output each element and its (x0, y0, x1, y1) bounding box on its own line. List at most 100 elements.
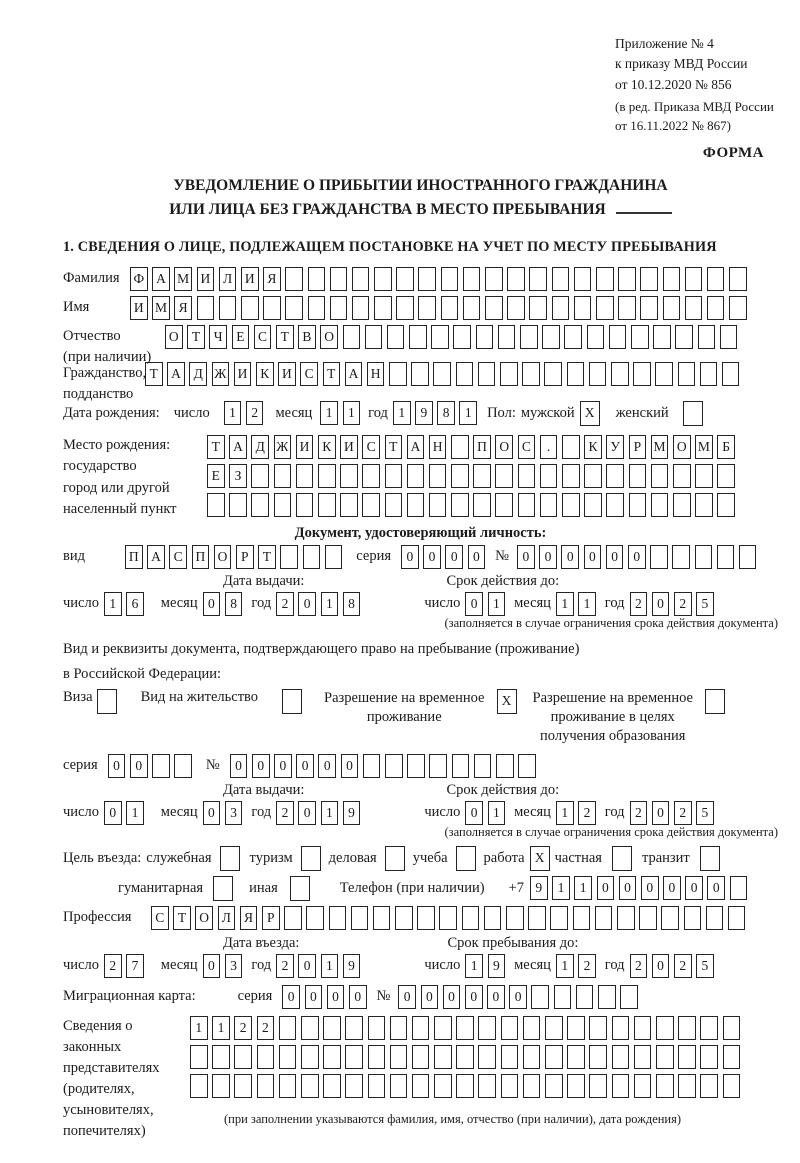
birth-place-label: населенный пункт (63, 501, 177, 518)
representatives-labels: Сведения о законных представителях (роди… (63, 1016, 190, 1142)
option-line: проживание в целях (550, 708, 675, 725)
representatives-label: попечителях) (63, 1122, 146, 1139)
visa-checkbox[interactable] (96, 688, 117, 714)
annex-line: к приказу МВД России (615, 56, 748, 72)
migration-number-label: № (376, 988, 391, 1005)
annex-line: Приложение № 4 (615, 36, 714, 51)
entry-date-title: Дата въезда: (223, 934, 300, 951)
section1-heading: 1. СВЕДЕНИЯ О ЛИЦЕ, ПОДЛЕЖАЩЕМ ПОСТАНОВК… (63, 238, 717, 255)
birth-place-label: город или другой (63, 479, 170, 496)
purpose-business-checkbox[interactable] (384, 845, 405, 871)
month-label: месяц (514, 957, 551, 974)
migration-series-label: серия (237, 988, 273, 1005)
residence-intro-line1: Вид и реквизиты документа, подтверждающе… (63, 640, 580, 657)
temp-residence-education-label: Разрешение на временное проживание в цел… (533, 689, 693, 746)
year-label: год (604, 804, 625, 821)
amendment-line: (в ред. Приказа МВД России (615, 98, 774, 114)
representatives-label: (родителях, (63, 1080, 135, 1097)
patronymic-label: Отчество (при наличии) (63, 328, 165, 365)
purpose-study-checkbox[interactable] (455, 845, 476, 871)
identity-doc-heading: Документ, удостоверяющий личность: (294, 524, 547, 541)
birth-place-label: Место рождения: (63, 436, 171, 453)
temp-residence-checkbox[interactable]: X (496, 688, 517, 714)
sex-male-checkbox[interactable]: X (579, 400, 600, 426)
purpose-label: Цель въезда: (63, 849, 142, 866)
residence-permit-label: Вид на жительство (140, 688, 259, 705)
residence-intro-line2: в Российской Федерации: (63, 665, 222, 682)
temp-residence-education-checkbox[interactable] (704, 688, 725, 714)
residence-permit-checkbox[interactable] (282, 688, 303, 714)
purpose-work-checkbox[interactable]: X (529, 845, 550, 871)
purpose-official-checkbox[interactable] (219, 845, 240, 871)
stay-until-title: Срок пребывания до: (447, 934, 579, 951)
patronymic-label-line1: Отчество (63, 328, 121, 345)
sex-label: Пол: (487, 404, 516, 421)
purpose-transit-label: транзит (641, 849, 690, 866)
title-line2: ИЛИ ЛИЦА БЕЗ ГРАЖДАНСТВА В МЕСТО ПРЕБЫВА… (169, 200, 606, 218)
purpose-private-checkbox[interactable] (611, 845, 632, 871)
identity-date-headings: Дата выдачи: Срок действия до: (63, 573, 778, 590)
representatives-cells-row2[interactable] (190, 1044, 741, 1069)
representatives-cells-row3[interactable] (190, 1073, 741, 1098)
purpose-humanitarian-checkbox[interactable] (213, 875, 234, 901)
sex-female-checkbox[interactable] (682, 400, 703, 426)
purpose-other-checkbox[interactable] (289, 875, 310, 901)
representatives-label: представителях (63, 1059, 160, 1076)
day-label: число (63, 957, 99, 974)
form-label: ФОРМА (702, 145, 764, 162)
document-title: УВЕДОМЛЕНИЕ О ПРИБЫТИИ ИНОСТРАННОГО ГРАЖ… (63, 174, 778, 221)
birth-place-cells-row3[interactable] (207, 492, 735, 517)
purpose-tourism-label: туризм (249, 849, 293, 866)
purpose-transit-checkbox[interactable] (699, 845, 720, 871)
identity-valid-title: Срок действия до: (446, 572, 560, 589)
given-name-label: Имя (63, 299, 90, 316)
option-line: получения образования (540, 727, 686, 744)
sex-female-label: женский (615, 404, 669, 421)
purpose-tourism-checkbox[interactable] (300, 845, 321, 871)
annex-reference: Приложение № 4 к приказу МВД России от 1… (615, 34, 778, 95)
